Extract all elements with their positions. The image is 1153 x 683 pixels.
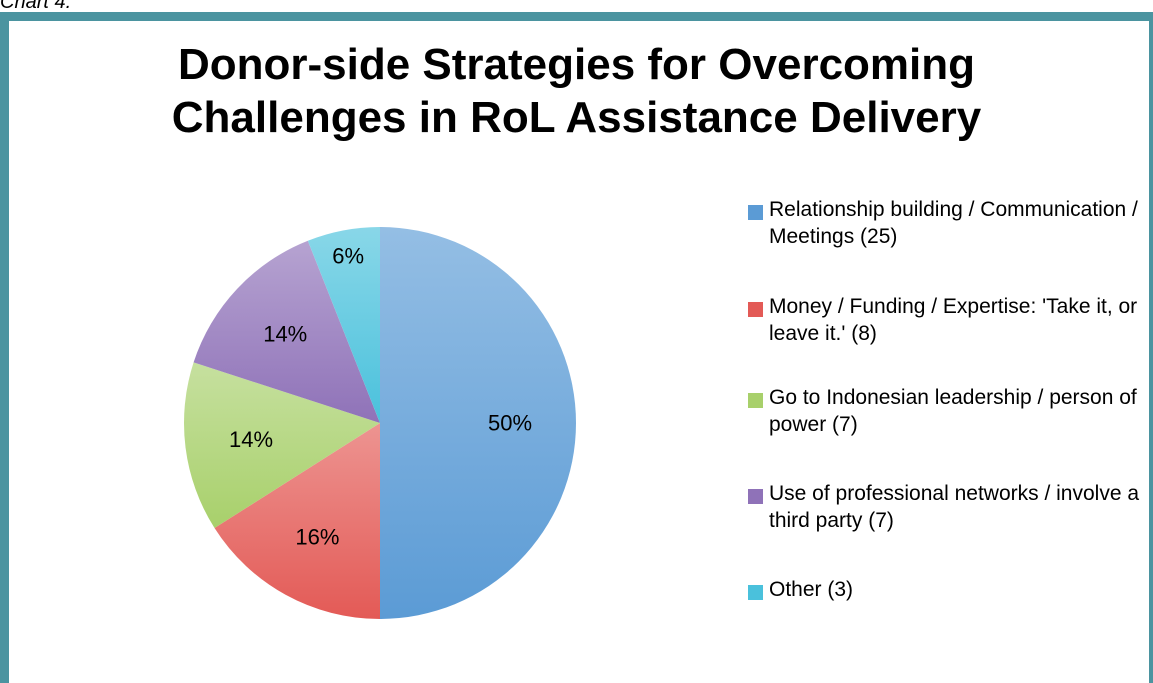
pie-slice-2 <box>214 423 380 619</box>
pie-slice-4 <box>193 240 380 423</box>
legend-item-5: Other (3) <box>748 576 1139 603</box>
pie-slice-5 <box>307 227 380 423</box>
pie-data-label-1: 50% <box>488 411 532 436</box>
legend-swatch <box>748 585 763 600</box>
legend-label: Use of professional networks / involve a… <box>769 482 1140 532</box>
legend-item-3: Go to Indonesian leadership / person of … <box>748 384 1139 438</box>
pie-data-label-3: 14% <box>229 427 273 452</box>
legend-swatch <box>748 393 763 408</box>
legend-swatch <box>748 302 763 317</box>
legend-item-4: Use of professional networks / involve a… <box>748 480 1139 534</box>
chart-caption: Chart 4. <box>0 0 72 13</box>
pie-slice-3 <box>184 362 380 529</box>
pie-data-label-4: 14% <box>263 322 307 347</box>
pie-slice-1 <box>380 227 576 619</box>
chart-title: Donor-side Strategies for Overcoming Cha… <box>171 40 982 142</box>
legend-swatch <box>748 489 763 504</box>
legend-label: Go to Indonesian leadership / person of … <box>769 386 1137 436</box>
pie-chart: 50% 16% 14% 14% 6% <box>184 227 576 619</box>
legend-item-1: Relationship building / Communication / … <box>748 196 1139 250</box>
pie-data-label-2: 16% <box>295 524 339 549</box>
legend-label: Other (3) <box>769 578 854 601</box>
legend-item-2: Money / Funding / Expertise: 'Take it, o… <box>748 293 1139 347</box>
chart-frame <box>0 12 1153 683</box>
legend-label: Money / Funding / Expertise: 'Take it, o… <box>769 295 1138 345</box>
legend-label: Relationship building / Communication / … <box>769 198 1138 248</box>
pie-data-label-5: 6% <box>332 244 364 269</box>
legend-swatch <box>748 205 763 220</box>
